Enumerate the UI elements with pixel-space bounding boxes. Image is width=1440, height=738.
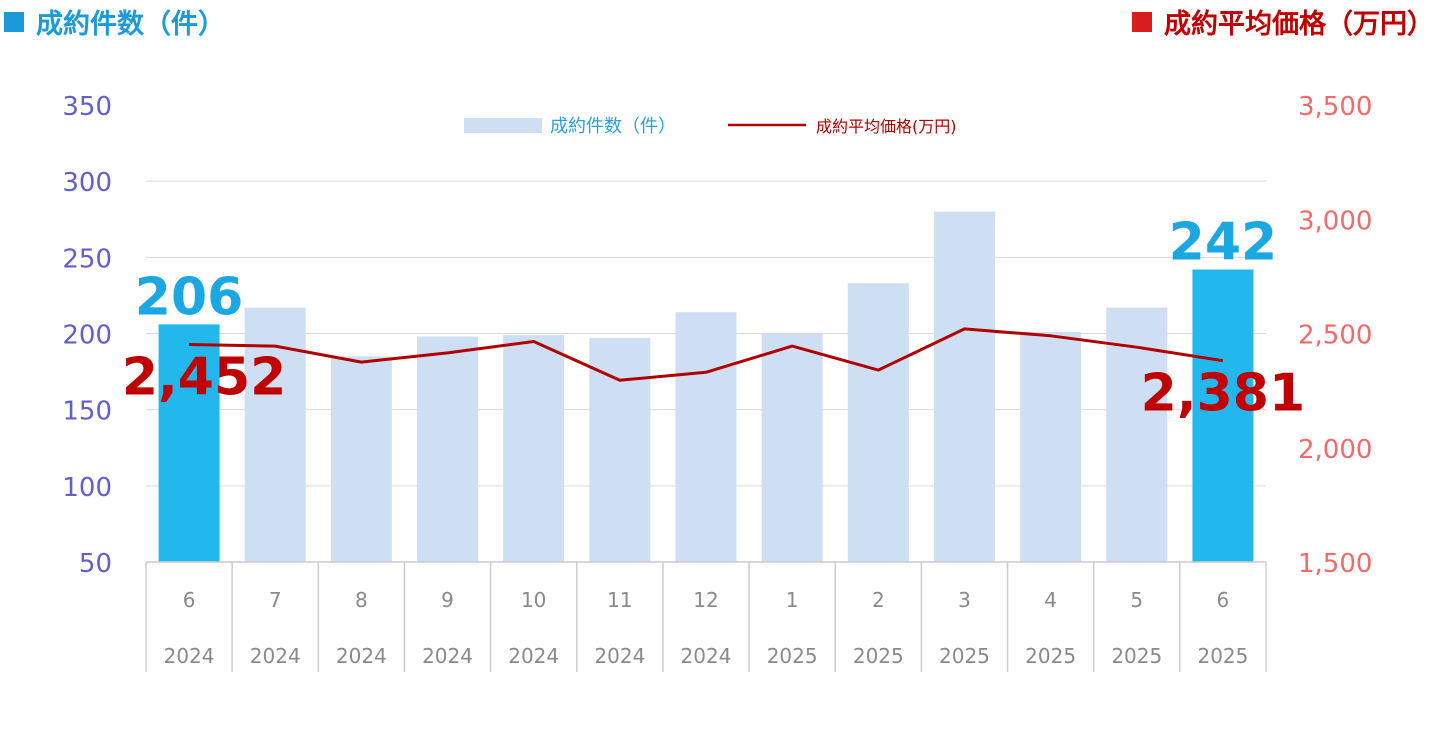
bar <box>761 333 823 562</box>
x-month-label: 7 <box>269 588 282 612</box>
left-tick-label: 150 <box>62 397 112 427</box>
x-year-label: 2024 <box>594 644 645 668</box>
x-month-label: 12 <box>693 588 718 612</box>
blue-square-icon <box>4 11 24 32</box>
left-y-axis: 50 100 150 200 250 300 350 <box>62 92 112 579</box>
x-month-label: 5 <box>1130 588 1143 612</box>
bar <box>1192 269 1254 562</box>
left-tick-label: 100 <box>62 473 112 503</box>
price-line <box>189 327 1224 382</box>
x-month-label: 6 <box>1217 588 1230 612</box>
bar <box>589 338 651 562</box>
x-axis: 6202472024820249202410202411202412202412… <box>145 561 1267 672</box>
x-month-label: 9 <box>441 588 454 612</box>
x-month-label: 1 <box>786 588 799 612</box>
count-annotation: 206 <box>135 267 244 327</box>
x-year-label: 2025 <box>767 644 818 668</box>
x-year-label: 2025 <box>1111 644 1162 668</box>
bar <box>675 312 737 562</box>
right-tick-label: 2,500 <box>1298 321 1372 351</box>
legend-bar-swatch <box>464 118 542 133</box>
red-square-icon <box>1132 11 1152 32</box>
x-year-label: 2024 <box>508 644 559 668</box>
bar <box>330 356 392 562</box>
right-tick-label: 3,500 <box>1298 92 1372 122</box>
left-tick-label: 300 <box>62 168 112 198</box>
legend-line-label: 成約平均価格(万円) <box>816 117 957 136</box>
annotations: 206 242 2,452 2,381 <box>122 213 1305 424</box>
right-axis-title: 成約平均価格（万円） <box>1132 2 1434 41</box>
bar-series <box>158 211 1254 562</box>
legend-bar-label: 成約件数（件） <box>550 116 676 137</box>
x-month-label: 6 <box>183 588 196 612</box>
right-tick-label: 3,000 <box>1298 206 1372 236</box>
x-month-label: 11 <box>607 588 632 612</box>
right-tick-label: 2,000 <box>1298 435 1372 465</box>
left-tick-label: 50 <box>79 549 112 579</box>
chart-legend: 成約件数（件） 成約平均価格(万円) <box>464 116 957 137</box>
bar <box>847 283 909 562</box>
price-annotation: 2,452 <box>122 347 286 407</box>
x-month-label: 3 <box>958 588 971 612</box>
x-year-label: 2024 <box>422 644 473 668</box>
x-year-label: 2025 <box>853 644 904 668</box>
left-tick-label: 250 <box>62 244 112 274</box>
bar <box>158 324 220 562</box>
bar <box>1020 331 1082 562</box>
left-tick-label: 200 <box>62 321 112 351</box>
x-month-label: 2 <box>872 588 885 612</box>
bar <box>417 336 479 562</box>
x-month-label: 10 <box>521 588 546 612</box>
right-tick-label: 1,500 <box>1298 549 1372 579</box>
x-year-label: 2024 <box>250 644 301 668</box>
x-month-label: 4 <box>1044 588 1057 612</box>
x-month-label: 8 <box>355 588 368 612</box>
left-axis-title: 成約件数（件） <box>4 2 225 41</box>
x-year-label: 2024 <box>336 644 387 668</box>
bar <box>503 335 565 562</box>
x-year-label: 2024 <box>681 644 732 668</box>
x-year-label: 2025 <box>1197 644 1248 668</box>
bar <box>933 211 995 562</box>
count-annotation: 242 <box>1169 213 1278 273</box>
price-annotation: 2,381 <box>1141 364 1305 424</box>
x-year-label: 2024 <box>164 644 215 668</box>
x-year-label: 2025 <box>939 644 990 668</box>
left-axis-title-text: 成約件数（件） <box>36 9 225 40</box>
left-tick-label: 350 <box>62 92 112 122</box>
right-axis-title-text: 成約平均価格（万円） <box>1164 9 1434 40</box>
line-series <box>189 327 1224 382</box>
x-year-label: 2025 <box>1025 644 1076 668</box>
right-y-axis: 1,500 2,000 2,500 3,000 3,500 <box>1298 92 1372 579</box>
